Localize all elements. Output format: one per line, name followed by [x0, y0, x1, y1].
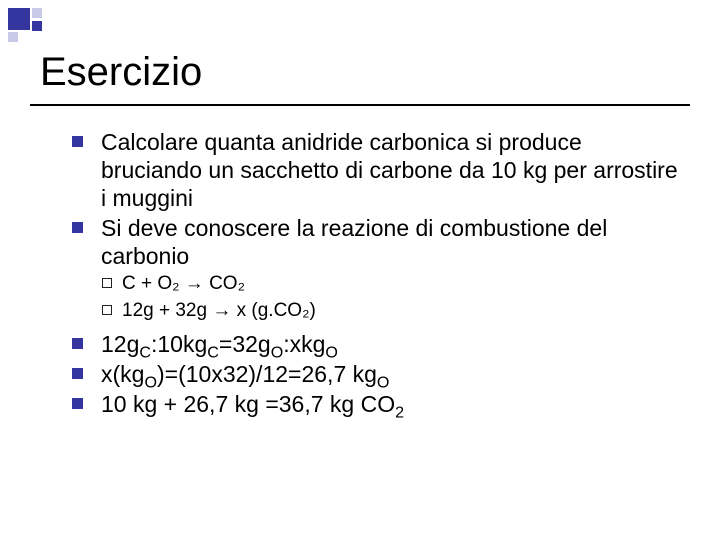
sub-bullet-item: C + O₂ → CO₂	[72, 272, 680, 297]
title-divider	[30, 104, 690, 106]
square-bullet-icon	[72, 398, 83, 409]
bullet-item: 12gC:10kgC=32gO:xkgO	[72, 330, 680, 358]
square-bullet-icon	[72, 368, 83, 379]
bullet-text: x(kgO)=(10x32)/12=26,7 kgO	[101, 360, 389, 388]
sub-bullet-text: C + O₂ → CO₂	[122, 272, 245, 297]
slide-content: Calcolare quanta anidride carbonica si p…	[72, 128, 680, 420]
bullet-item: Calcolare quanta anidride carbonica si p…	[72, 128, 680, 212]
hollow-bullet-icon	[102, 278, 112, 288]
bullet-item: Si deve conoscere la reazione di combust…	[72, 214, 680, 270]
corner-decoration	[8, 8, 44, 44]
bullet-text: Si deve conoscere la reazione di combust…	[101, 214, 680, 270]
bullet-item: x(kgO)=(10x32)/12=26,7 kgO	[72, 360, 680, 388]
square-bullet-icon	[72, 338, 83, 349]
sub-bullet-item: 12g + 32g → x (g.CO₂)	[72, 299, 680, 324]
sub-bullet-text: 12g + 32g → x (g.CO₂)	[122, 299, 316, 324]
square-bullet-icon	[72, 222, 83, 233]
bullet-text: Calcolare quanta anidride carbonica si p…	[101, 128, 680, 212]
square-bullet-icon	[72, 136, 83, 147]
bullet-text: 12gC:10kgC=32gO:xkgO	[101, 330, 338, 358]
slide-title: Esercizio	[40, 50, 202, 95]
bullet-item: 10 kg + 26,7 kg =36,7 kg CO2	[72, 390, 680, 418]
hollow-bullet-icon	[102, 305, 112, 315]
bullet-text: 10 kg + 26,7 kg =36,7 kg CO2	[101, 390, 404, 418]
